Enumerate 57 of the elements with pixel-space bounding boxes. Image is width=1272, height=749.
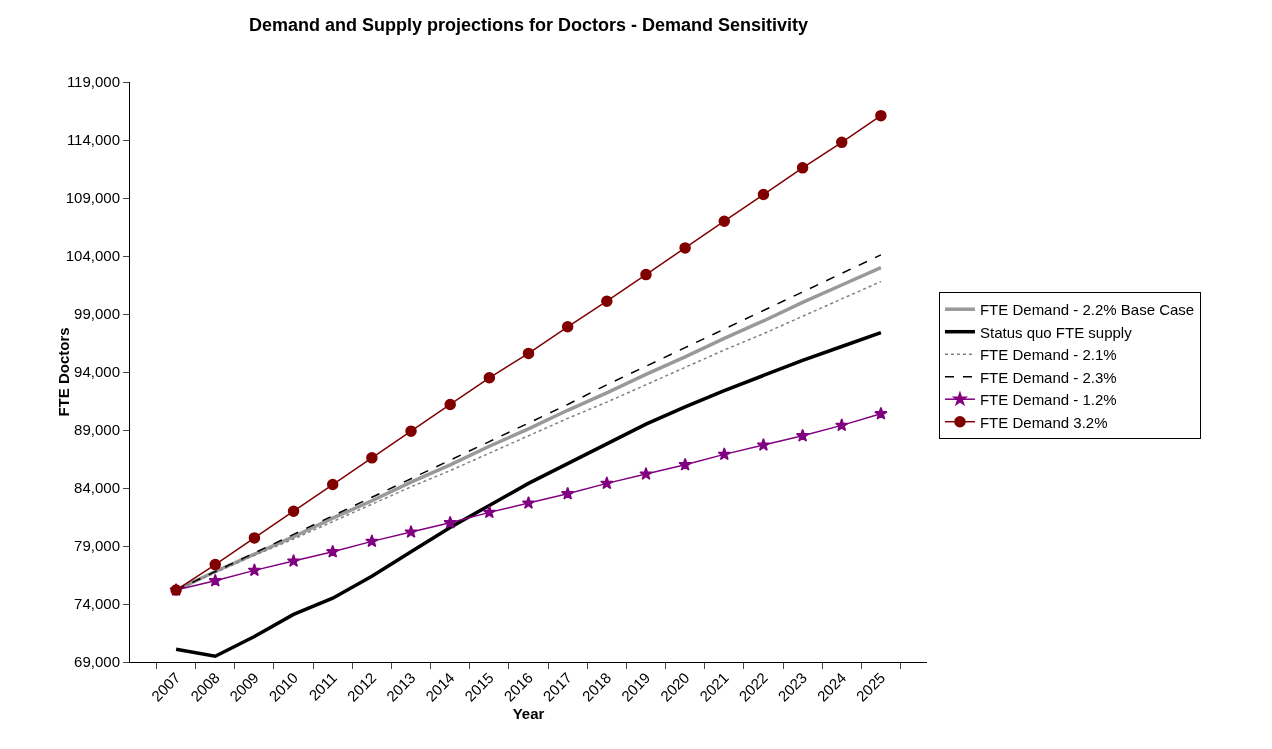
legend-label: Status quo FTE supply (979, 323, 1133, 341)
point (521, 496, 536, 509)
point (600, 476, 614, 490)
point (835, 136, 848, 149)
point (756, 438, 771, 451)
point (875, 109, 887, 122)
point (286, 554, 301, 567)
point (482, 505, 497, 519)
legend-label: FTE Demand - 2.1% (979, 346, 1117, 364)
point (404, 525, 418, 538)
point (325, 544, 340, 558)
legend-label: FTE Demand - 2.3% (979, 368, 1117, 386)
point (248, 532, 261, 544)
point (209, 558, 222, 571)
y-tick-label: 84,000 (74, 479, 120, 497)
y-tick-label: 89,000 (74, 421, 120, 439)
y-tick-label: 119,000 (66, 73, 120, 91)
legend-label: FTE Demand 3.2% (979, 413, 1108, 431)
point (835, 418, 849, 432)
point (208, 573, 222, 587)
point (640, 268, 652, 281)
point (561, 321, 574, 333)
y-tick-label: 109,000 (65, 189, 120, 207)
point (757, 188, 770, 201)
y-tick-label: 74,000 (74, 595, 120, 613)
point (444, 398, 456, 411)
y-tick-label: 99,000 (74, 305, 120, 323)
point (366, 452, 378, 464)
point (365, 534, 379, 548)
point (601, 295, 613, 307)
point (679, 242, 691, 254)
y-tick-label: 79,000 (74, 537, 120, 555)
point (795, 428, 810, 442)
point (717, 447, 732, 461)
point (874, 406, 888, 420)
legend-label: FTE Demand - 1.2% (979, 391, 1117, 409)
point (678, 457, 692, 471)
x-axis-title: Year (512, 704, 545, 722)
y-tick-label: 94,000 (74, 363, 120, 381)
y-tick-label: 69,000 (74, 653, 120, 671)
point (560, 486, 575, 500)
y-axis-title: FTE Doctors (55, 327, 73, 417)
point (522, 347, 535, 360)
point (247, 563, 262, 577)
point (443, 515, 457, 529)
point (326, 478, 339, 491)
y-tick-label: 104,000 (65, 247, 120, 265)
point (405, 425, 417, 437)
point (796, 162, 809, 174)
legend-label: FTE Demand - 2.2% Base Case (979, 301, 1195, 319)
chart-title: Demand and Supply projections for Doctors - Demand Sensitivity (248, 15, 809, 36)
point (483, 372, 496, 384)
line-series (174, 330, 883, 658)
y-tick-label: 114,000 (66, 131, 120, 149)
point (718, 215, 731, 227)
point (287, 505, 300, 517)
point (639, 467, 653, 480)
